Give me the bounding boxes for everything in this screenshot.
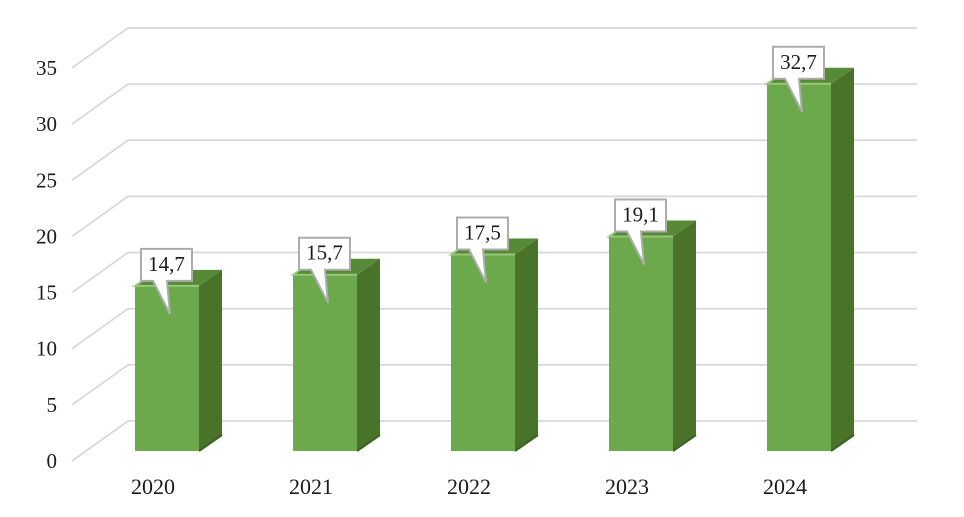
gridline	[71, 139, 917, 181]
callout-shape	[140, 247, 193, 315]
data-label-callout: 19,1	[614, 198, 667, 265]
callout-shape	[298, 236, 351, 304]
bar-bottom-edge	[830, 434, 855, 452]
y-axis-tick-label: 5	[47, 393, 58, 417]
data-label-callout: 32,7	[772, 45, 825, 113]
bar-front-face	[293, 274, 357, 451]
bar-front-face	[135, 285, 199, 451]
bar-front-face	[609, 236, 673, 451]
x-axis-category-label: 2022	[447, 474, 491, 499]
gridline	[71, 83, 917, 125]
y-axis-tick-label: 35	[36, 56, 57, 80]
bar-bottom-edge	[514, 434, 539, 452]
callout-shape	[456, 216, 509, 283]
bar-bottom-edge	[198, 434, 223, 452]
bar-bottom-edge	[356, 434, 381, 452]
y-axis-tick-label: 15	[36, 281, 57, 305]
bar-side-face	[357, 258, 380, 451]
data-label-value: 32,7	[780, 50, 817, 74]
x-axis-category-label: 2020	[131, 474, 175, 499]
bar-bottom-edge	[672, 434, 697, 452]
x-axis-category-label: 2023	[605, 474, 649, 499]
bar-side-face	[199, 269, 222, 451]
bar-side-face	[515, 238, 538, 451]
gridline	[71, 195, 917, 238]
bar-side-face	[831, 67, 854, 452]
bar-2023	[605, 219, 697, 452]
x-axis-category-label: 2021	[289, 474, 333, 499]
data-label-value: 14,7	[148, 252, 185, 276]
bar-front-face	[451, 254, 515, 451]
y-axis-tick-label: 0	[47, 449, 58, 473]
gridline	[71, 27, 917, 69]
data-label-callout: 14,7	[140, 247, 193, 315]
data-label-value: 17,5	[464, 220, 501, 244]
y-axis-tick-label: 30	[36, 112, 57, 136]
y-axis-tick-label: 25	[36, 168, 57, 192]
callout-shape	[614, 198, 667, 265]
callout-shape	[772, 45, 825, 113]
data-label-callout: 17,5	[456, 216, 509, 283]
bar-2022	[447, 237, 539, 452]
data-label-value: 15,7	[306, 241, 343, 265]
bar-front-face	[767, 83, 831, 452]
data-label-value: 19,1	[622, 203, 659, 227]
bar-2020	[131, 269, 223, 452]
y-axis-tick-label: 10	[36, 337, 57, 361]
bar-2021	[289, 257, 381, 452]
bar-2024	[763, 66, 855, 452]
bar-side-face	[673, 220, 696, 451]
data-label-callout: 15,7	[298, 236, 351, 304]
x-axis-category-label: 2024	[763, 474, 807, 499]
y-axis-tick-label: 20	[36, 224, 57, 248]
